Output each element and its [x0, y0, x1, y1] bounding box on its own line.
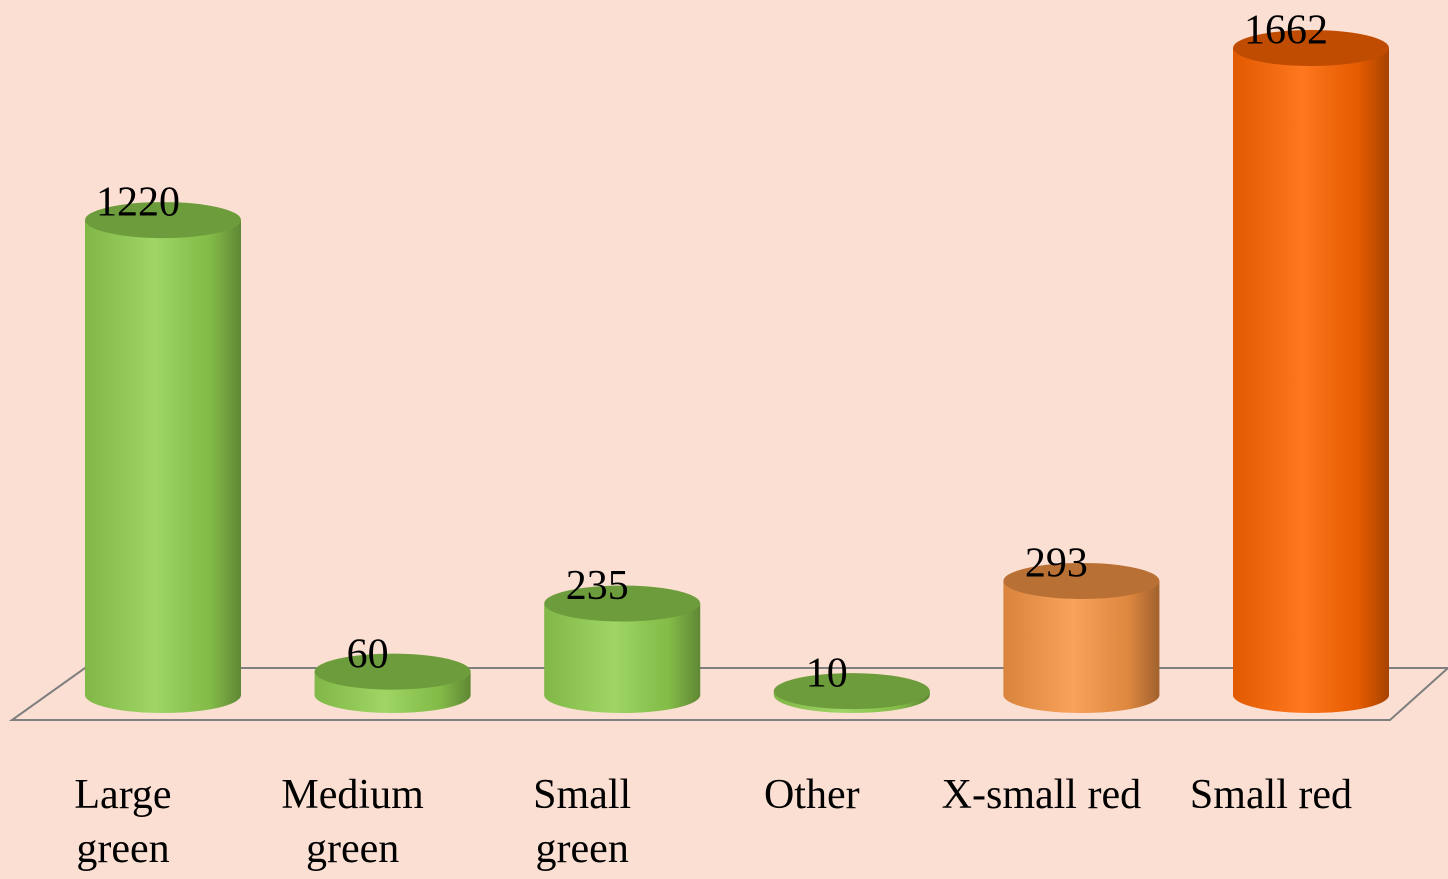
- bar-top-shade: [544, 585, 701, 622]
- bar-top-shade: [773, 673, 930, 710]
- bar-top-shade: [85, 202, 241, 239]
- x-tick-label: X-small red: [941, 772, 1142, 818]
- x-tick-label: Large green: [74, 772, 172, 872]
- x-tick-label: Other: [763, 772, 860, 818]
- x-tick-label: Medium green: [281, 772, 424, 872]
- bar-top: [1003, 562, 1160, 599]
- bar-shade: [85, 220, 241, 695]
- bar-top: [544, 585, 701, 622]
- value-label: 235: [566, 563, 629, 609]
- value-label: 60: [347, 631, 389, 677]
- value-label: 1220: [96, 180, 180, 226]
- bar-top: [773, 673, 930, 710]
- value-label: 10: [806, 651, 848, 697]
- bar-top: [314, 653, 471, 690]
- bar-top: [1233, 30, 1389, 66]
- x-tick-label: Small red: [1189, 772, 1353, 818]
- x-tick-label: Small green: [533, 772, 632, 872]
- bar-top: [85, 202, 241, 239]
- bar-shade: [1233, 48, 1389, 695]
- value-label: 293: [1025, 541, 1088, 587]
- value-label: 1662: [1244, 8, 1328, 54]
- floor: [8, 667, 1448, 721]
- bar-shade: [1003, 580, 1160, 695]
- bar-top-shade: [1233, 30, 1389, 66]
- bar-top-shade: [1003, 562, 1160, 599]
- bar-top-shade: [314, 653, 471, 690]
